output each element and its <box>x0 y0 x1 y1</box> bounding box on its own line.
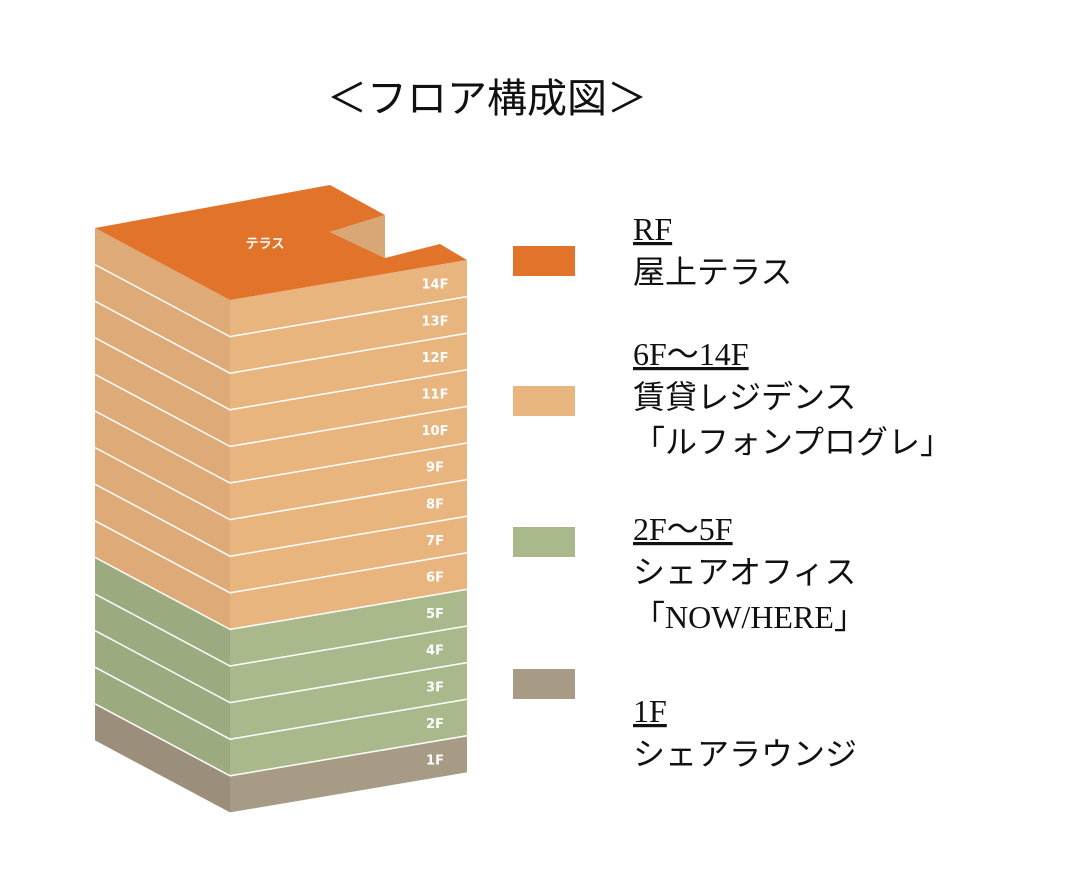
building: 14F 13F 12F 11F 10F 9F 8F 7F 6F 5F 4F 3F 2F 1F <box>94 228 468 813</box>
floor-left-face <box>95 594 230 703</box>
roof <box>95 185 467 300</box>
floor-left-face <box>95 667 230 776</box>
floor-label: 1F <box>426 754 444 769</box>
title: ＜フロア構成図＞ <box>327 76 647 121</box>
floor-label: 3F <box>426 680 444 695</box>
floor-divider <box>94 593 468 667</box>
floor-divider <box>94 300 468 374</box>
floor-divider <box>94 263 468 338</box>
floor-label: 8F <box>426 497 444 512</box>
legend-swatch <box>513 386 575 416</box>
floor-right-face <box>230 406 467 483</box>
floor-divider <box>94 410 468 484</box>
floor-divider <box>94 373 468 448</box>
legend-floor: 6F～14F <box>633 336 749 372</box>
floor-right-face <box>230 699 467 776</box>
legend-floor: 1F <box>633 693 667 729</box>
floor-left-face <box>95 374 230 483</box>
legend-swatch <box>513 246 575 276</box>
floor-right-face <box>230 443 467 520</box>
floor-label: 2F <box>426 717 444 732</box>
floor-left-face <box>95 703 230 813</box>
floor-right-face <box>230 296 467 374</box>
floor-left-face <box>95 447 230 557</box>
floor-divider <box>94 337 468 411</box>
floor-label: 12F <box>422 351 449 366</box>
floor-right-face <box>230 626 467 703</box>
legend-text: 「ルフォンプログレ」 <box>633 424 952 460</box>
legend: RF 屋上テラス 6F～14F 賃貸レジデンス「ルフォンプログレ」 2F～5F シェアオフ… <box>513 211 952 772</box>
floor-right-face <box>230 479 467 557</box>
floor-left-face <box>95 337 230 447</box>
floor-right-face <box>230 260 467 337</box>
floor-divider <box>94 703 468 777</box>
floor-left-face <box>95 520 230 630</box>
floor-right-face <box>230 369 467 447</box>
floor-divider <box>94 556 468 631</box>
floor-divider <box>94 520 468 594</box>
floor-left-face <box>95 411 230 520</box>
floor-label: 7F <box>426 534 444 549</box>
floor-divider <box>94 629 468 704</box>
legend-swatch <box>513 527 575 557</box>
legend-floor: 2F～5F <box>633 511 733 547</box>
floor-label: 4F <box>426 644 444 659</box>
floor-label: 5F <box>426 607 444 622</box>
floor-left-face <box>95 228 230 337</box>
floor-left-face <box>95 630 230 740</box>
legend-text: 賃貸レジデンス <box>633 379 856 415</box>
floor-right-face <box>230 552 467 630</box>
floor-label: 10F <box>422 424 449 439</box>
floor-label: 13F <box>422 314 449 329</box>
floor-divider <box>94 666 468 740</box>
legend-text: シェアラウンジ <box>633 736 857 772</box>
floor-label: 6F <box>426 571 444 586</box>
legend-text: 「NOW/HERE」 <box>633 599 866 635</box>
roof-label: テラス <box>246 237 285 252</box>
floor-right-face <box>230 516 467 593</box>
notch-wall <box>330 215 385 258</box>
floor-label: 14F <box>422 278 449 293</box>
legend-floor: RF <box>633 211 672 247</box>
floor-left-face <box>95 557 230 666</box>
floor-left-face <box>95 484 230 593</box>
legend-text: シェアオフィス <box>633 554 856 590</box>
floor-divider <box>94 446 468 521</box>
floor-divider <box>94 483 468 557</box>
floor-left-face <box>95 264 230 374</box>
floor-right-face <box>230 589 467 666</box>
floor-right-face <box>230 662 467 740</box>
floor-right-face <box>230 735 467 813</box>
floor-label: 11F <box>422 388 449 403</box>
floor-right-face <box>230 333 467 410</box>
legend-text: 屋上テラス <box>633 254 792 290</box>
floor-label: 9F <box>426 461 444 476</box>
legend-swatch <box>513 669 575 699</box>
floor-left-face <box>95 301 230 410</box>
